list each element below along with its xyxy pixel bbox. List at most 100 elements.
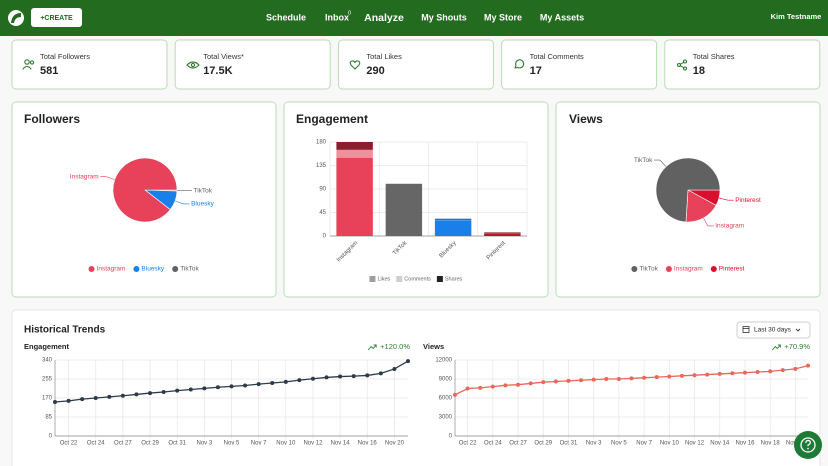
y-tick-label: 180 [316,140,327,146]
point [730,371,735,376]
nav-item[interactable]: My Store [484,12,522,22]
y-tick-label: 0 [449,434,453,440]
point [591,377,596,382]
chart-title: Followers [24,112,80,126]
stat-value: 17 [530,65,542,77]
point [283,379,288,384]
y-tick-label: 0 [323,234,327,240]
point [188,387,193,392]
charts: FollowersTikTokBlueskyInstagramInstagram… [24,112,810,446]
point [654,375,659,380]
x-tick-label: Oct 24 [87,441,105,447]
point [516,382,521,387]
point [528,381,533,386]
stat-card [337,39,494,90]
point [338,374,343,379]
x-tick-label: Nov 7 [251,441,267,447]
icon-shares [676,59,688,71]
point [629,376,634,381]
point [692,373,697,378]
y-tick-label: 9000 [439,377,453,383]
point [503,383,508,388]
chart-title: Views [569,112,603,126]
y-tick-label: 90 [319,187,326,193]
stat-value: 290 [366,65,384,77]
x-tick-label: Nov 5 [611,441,627,447]
x-tick-label: Nov 16 [735,441,755,447]
stat-card [174,39,331,90]
legend: Instagram Bluesky TikTok [88,266,199,273]
nav-item[interactable]: Inbox [325,12,349,22]
x-tick-label: Oct 24 [484,441,502,447]
point [768,369,773,374]
legend-label: TikTok [639,266,658,273]
nav-item[interactable]: My Shouts [421,12,467,22]
slice-label: TikTok [634,157,653,164]
x-tick-label: Oct 27 [114,441,132,447]
slice-label: Pinterest [735,197,761,204]
stat-value: 18 [693,65,705,77]
point [406,359,410,364]
leader-line [703,217,714,227]
stat-card [11,39,168,90]
point [742,370,747,375]
trends-card [11,309,821,466]
legend-label: Shares [445,276,463,282]
leader-line [175,200,190,205]
nav-item[interactable]: Analyze [364,12,404,24]
point [755,370,760,375]
stat-card [501,39,658,90]
legend-swatch [436,276,443,282]
point [202,386,207,391]
legend-label: TikTok [180,266,199,273]
point [107,394,112,399]
trends-title: Historical Trends [24,325,106,336]
bar-segment [336,157,373,236]
point [579,378,584,383]
nav-item[interactable]: My Assets [540,12,584,22]
create-button[interactable]: +CREATE [31,8,82,27]
x-tick-label: Oct 27 [509,441,527,447]
chart-title: Engagement [296,112,368,126]
x-tick-label: Oct 31 [560,441,578,447]
point [365,373,370,378]
create-label[interactable]: +CREATE [40,15,73,22]
stat-value: 581 [40,65,58,77]
bar-segment [434,220,472,236]
legend-label: Likes [377,276,390,282]
point [566,378,571,383]
point [270,381,275,386]
point [378,371,383,376]
x-tick-label: Nov 3 [197,441,213,447]
y-tick-label: 135 [316,163,327,169]
range-dropdown[interactable]: Last 30 days [736,321,811,339]
icon-comments [514,59,525,69]
leader-line [718,197,734,201]
bar-segment [434,218,472,220]
point [541,380,546,385]
leader-line [100,176,115,180]
icon-likes [349,60,361,70]
point [351,374,356,379]
point [604,377,609,381]
legend-label: Comments [404,276,431,282]
x-tick-label: Nov 12 [303,441,323,447]
range-label[interactable]: Last 30 days [754,327,792,334]
point [616,377,621,381]
user-name[interactable]: Kim Testname [771,12,822,21]
x-tick-label: Nov 18 [761,441,781,447]
legend: TikTok Instagram Pinterest [631,266,745,273]
point [297,378,302,383]
stat-label: Total Comments [530,52,584,61]
logo[interactable] [8,10,24,26]
point [793,366,798,371]
help-button[interactable] [794,431,822,459]
point [310,376,315,381]
legend-label: Bluesky [141,266,165,273]
x-tick-label: Nov 10 [276,441,296,447]
stat-label: Total Views* [203,52,244,61]
y-tick-label: 6000 [439,396,453,402]
nav-item[interactable]: Schedule [266,12,306,22]
point [667,374,672,379]
